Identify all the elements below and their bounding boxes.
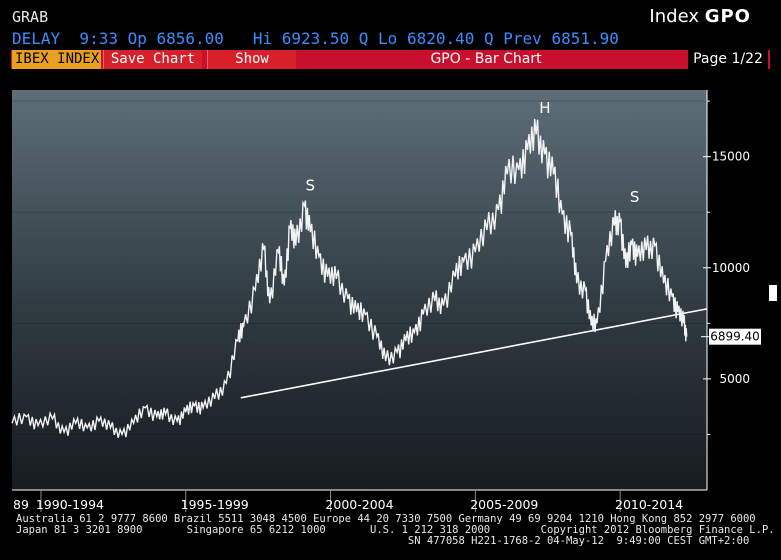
security-tab[interactable]: IBEX INDEX (12, 50, 101, 69)
index-label: Index (649, 6, 699, 27)
scroll-handle[interactable] (769, 285, 777, 301)
bar-chart[interactable]: 5000 10000 15000 89 1990-1994 1995-1999 2000-… (0, 80, 781, 514)
security-type: Index GPO (649, 6, 751, 27)
pattern-label-2: S (630, 188, 640, 206)
app-code: GRAB (12, 8, 49, 26)
y-tick-label-2: 15000 (712, 150, 750, 164)
show-button[interactable]: Show (207, 50, 296, 69)
neckline-trendline (240, 308, 708, 399)
y-tick-label-0: 5000 (719, 372, 750, 386)
chart-title: GPO - Bar Chart (430, 51, 542, 67)
x-tick-label-3: 2000-2004 (325, 497, 393, 512)
last-value-box (709, 328, 761, 345)
x-tick-label-2: 1995-1999 (181, 497, 249, 512)
save-chart-button[interactable]: Save Chart (103, 50, 202, 69)
last-value-label: 6899.40 (710, 330, 760, 344)
function-code: GPO (704, 6, 751, 27)
x-tick-label-0: 89 (13, 497, 29, 512)
last-value-marker: 6899.40 (701, 328, 761, 345)
quote-line: DELAY 9:33 Op 6856.00 Hi 6923.50 Q Lo 68… (12, 29, 619, 48)
pattern-label-0: S (306, 177, 316, 195)
footer-line-2: Japan 81 3 3201 8900 Singapore 65 6212 1… (16, 524, 775, 536)
x-tick-label-4: 2005-2009 (470, 497, 538, 512)
y-tick-label-1: 10000 (712, 261, 750, 275)
x-tick-label-5: 2010-2014 (615, 497, 683, 512)
footer-line-3: SN 477058 H221-1768-2 04-May-12 9:49:00 … (16, 535, 750, 547)
plot-bands (12, 100, 707, 435)
page-indicator[interactable]: Page 1/22 (688, 50, 768, 69)
pattern-label-1: H (539, 99, 550, 117)
price-series-line (11, 118, 688, 438)
plot-area (12, 90, 707, 490)
toolbar: IBEX INDEX Save Chart Show GPO - Bar Cha… (11, 50, 770, 69)
x-tick-label-1: 1990-1994 (36, 497, 104, 512)
footer-line-1: Australia 61 2 9777 8600 Brazil 5511 304… (16, 513, 756, 525)
